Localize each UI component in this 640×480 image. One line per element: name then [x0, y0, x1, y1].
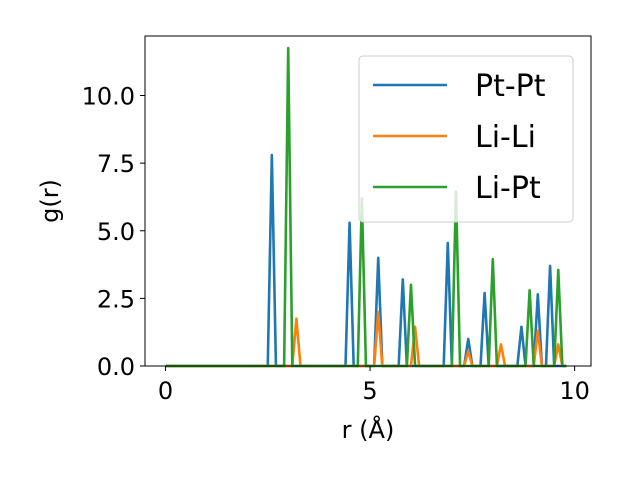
- legend: Pt-Pt Li-Li Li-Pt: [358, 55, 574, 223]
- legend-label-li-li: Li-Li: [475, 120, 536, 155]
- plot-frame: [144, 35, 592, 367]
- x-tick-label: 0: [158, 377, 173, 405]
- ticks-layer: 0 5 10 0.0 2.5 5.0 7.5 10.0: [82, 83, 590, 405]
- y-axis-label: g(r): [36, 179, 64, 223]
- x-axis-label: r (Å): [342, 415, 395, 444]
- legend-label-pt-pt: Pt-Pt: [475, 69, 546, 104]
- x-tick-label: 10: [559, 377, 590, 405]
- legend-items: Pt-Pt Li-Li Li-Pt: [373, 69, 546, 206]
- legend-box: [358, 55, 574, 223]
- y-tick-label: 0.0: [97, 353, 135, 381]
- y-tick-label: 10.0: [82, 83, 135, 111]
- y-tick-label: 5.0: [97, 218, 135, 246]
- y-tick-label: 2.5: [97, 285, 135, 313]
- y-tick-label: 7.5: [97, 150, 135, 178]
- x-tick-label: 5: [362, 377, 377, 405]
- legend-label-li-pt: Li-Pt: [475, 171, 541, 206]
